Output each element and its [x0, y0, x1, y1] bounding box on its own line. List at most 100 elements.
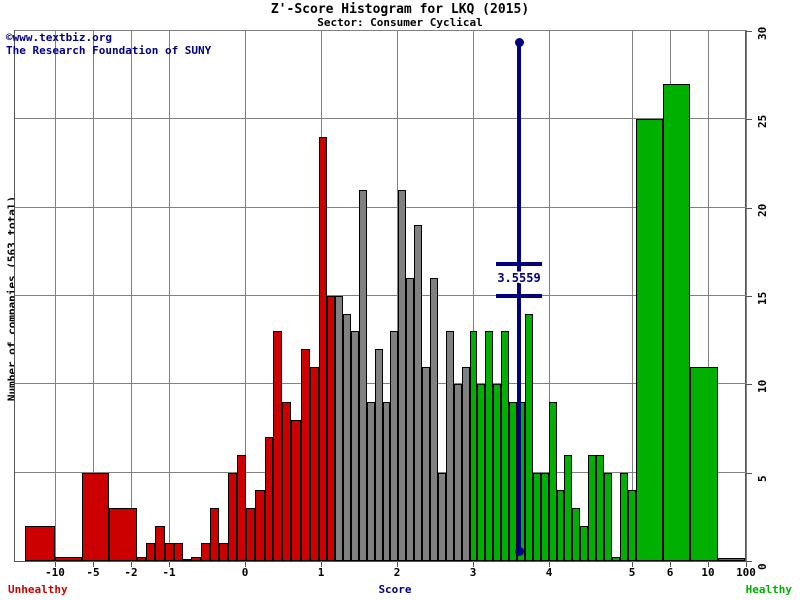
gridline-y-20: [15, 206, 747, 208]
y-tick-mark-25: [746, 119, 752, 121]
y-tick-mark-10: [746, 384, 752, 386]
y-tick-label-15: 15: [756, 291, 769, 305]
histogram-bar: [501, 331, 510, 561]
histogram-bar: [414, 225, 423, 561]
histogram-bar: [445, 331, 454, 561]
histogram-bar: [219, 543, 228, 561]
histogram-bar: [54, 557, 82, 561]
histogram-bar: [366, 402, 375, 561]
histogram-bar: [611, 557, 620, 561]
x-tick-mark-10: [708, 562, 709, 567]
gridline-x-4: [549, 31, 550, 563]
histogram-bar: [619, 472, 628, 561]
healthy-label: Healthy: [745, 583, 792, 596]
x-tick-mark-6: [670, 562, 671, 567]
histogram-bar: [236, 455, 246, 561]
histogram-bar: [25, 525, 55, 561]
y-tick-label-10: 10: [756, 380, 769, 394]
y-tick-label-20: 20: [756, 203, 769, 217]
y-tick-mark-15: [746, 296, 752, 297]
gridline-y-30: [15, 30, 747, 31]
x-axis-title: Score: [377, 582, 412, 597]
score-marker-bracket-top: [496, 262, 542, 267]
histogram-bar: [350, 331, 359, 561]
x-tick-label-2: 2: [393, 566, 401, 579]
histogram-bar: [182, 559, 192, 561]
x-tick-label--5: -5: [86, 566, 100, 579]
histogram-bar: [588, 455, 597, 561]
x-tick-mark-4: [549, 562, 550, 567]
histogram-bar: [318, 137, 328, 561]
histogram-bar: [596, 455, 605, 561]
histogram-bar: [191, 557, 201, 561]
x-tick-mark-3: [473, 562, 474, 567]
histogram-bar: [509, 402, 517, 561]
histogram-bar: [173, 543, 183, 561]
x-tick-mark--1: [169, 562, 170, 567]
gridline-x-3: [473, 31, 474, 563]
histogram-bar: [477, 384, 486, 561]
histogram-bar: [382, 402, 391, 561]
histogram-bar: [309, 366, 319, 561]
x-tick-label-0: 0: [241, 566, 249, 579]
gridline-x-0: [245, 31, 246, 563]
histogram-bar: [327, 296, 336, 561]
histogram-bar: [469, 331, 478, 561]
histogram-bar: [532, 472, 541, 561]
histogram-bar: [717, 558, 745, 561]
histogram-bar: [422, 366, 430, 561]
x-tick-label-100: 100: [736, 566, 756, 579]
plot-area: 3.5559: [14, 30, 747, 563]
y-tick-label-0: 0: [756, 563, 769, 570]
x-tick-mark--2: [131, 562, 132, 567]
gridline-y-15: [15, 295, 747, 296]
copyright-line-1: ©www.textbiz.org: [6, 31, 112, 44]
histogram-bar: [109, 508, 137, 561]
histogram-bar: [273, 331, 282, 561]
chart-title: Z'-Score Histogram for LKQ (2015): [270, 2, 530, 17]
histogram-bar: [136, 557, 146, 561]
histogram-bar: [580, 525, 589, 561]
x-tick-label-3: 3: [469, 566, 477, 579]
histogram-bar: [461, 366, 470, 561]
gridline-x-5: [632, 31, 633, 563]
histogram-bar: [227, 472, 237, 561]
x-tick-mark-100: [746, 562, 747, 567]
y-tick-mark-0: [746, 561, 752, 562]
histogram-bar: [604, 472, 612, 561]
gridline-x--1: [169, 31, 170, 563]
histogram-bar: [281, 402, 292, 561]
histogram-bar: [209, 508, 220, 561]
x-tick-label-6: 6: [666, 566, 674, 579]
histogram-bar: [524, 313, 533, 561]
y-tick-mark-5: [746, 472, 752, 474]
copyright-line-2: The Research Foundation of SUNY: [6, 44, 212, 57]
histogram-bar: [245, 508, 256, 561]
gridline-x-100: [746, 31, 747, 563]
score-marker-bracket-bottom: [496, 294, 542, 299]
gridline-x-10: [708, 31, 709, 563]
x-tick-label--2: -2: [124, 566, 138, 579]
x-tick-label-4: 4: [545, 566, 553, 579]
histogram-bar: [374, 349, 383, 561]
gridline-x--5: [93, 31, 94, 563]
histogram-bar: [342, 313, 351, 561]
gridline-x--10: [55, 31, 56, 563]
x-tick-label-10: 10: [701, 566, 715, 579]
x-tick-mark-5: [632, 562, 633, 567]
histogram-bar: [429, 278, 438, 561]
unhealthy-label: Unhealthy: [8, 583, 68, 596]
x-tick-mark--5: [93, 562, 94, 567]
histogram-bar: [81, 472, 110, 561]
histogram-bar: [264, 437, 274, 561]
x-tick-label--10: -10: [45, 566, 65, 579]
x-tick-mark-2: [397, 562, 398, 567]
score-marker-top-dot: [514, 38, 524, 47]
y-tick-mark-20: [746, 207, 752, 209]
y-tick-label-5: 5: [756, 475, 769, 482]
histogram-bar: [493, 384, 502, 561]
histogram-bar: [627, 490, 636, 561]
histogram-bar: [358, 190, 367, 561]
histogram-bar: [200, 543, 210, 561]
